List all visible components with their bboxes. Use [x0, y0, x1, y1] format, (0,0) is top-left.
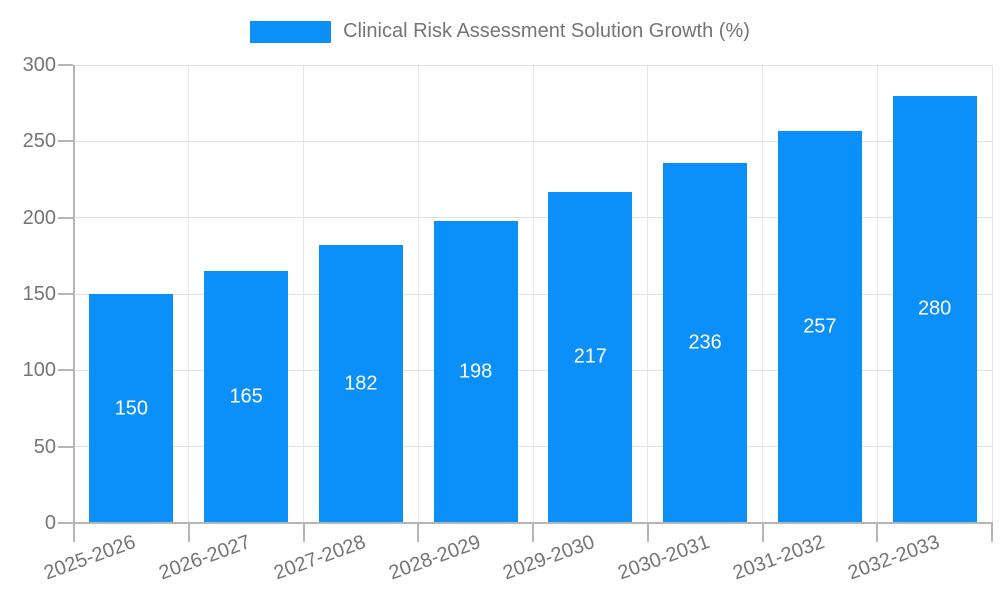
- x-axis-tick: [187, 524, 190, 542]
- y-axis-tick: [58, 522, 73, 524]
- x-axis-tick-label: 2029-2030: [500, 531, 598, 585]
- x-axis-tick: [876, 524, 879, 542]
- gridline-vertical: [991, 65, 993, 523]
- gridline-vertical: [417, 65, 419, 523]
- bar-value-label: 217: [573, 345, 608, 368]
- x-axis-tick: [302, 524, 305, 542]
- x-axis-tick: [761, 524, 764, 542]
- bar-value-label: 150: [114, 397, 149, 419]
- gridline-vertical: [876, 65, 878, 523]
- x-axis-tick: [646, 524, 649, 542]
- x-axis-tick: [532, 524, 534, 542]
- x-axis-tick-label: 2025-2026: [41, 531, 139, 585]
- x-axis-tick: [991, 524, 993, 542]
- x-axis-tick-label: 2032-2033: [844, 531, 943, 585]
- bar: [777, 130, 862, 523]
- bar-value-label: 198: [458, 360, 493, 383]
- bar: [433, 220, 518, 523]
- bar: [318, 245, 403, 523]
- gridline-vertical: [188, 65, 190, 523]
- bar: [663, 162, 748, 523]
- y-axis-tick: [58, 64, 73, 66]
- x-axis-line: [73, 522, 993, 524]
- x-axis-tick-label: 2027-2028: [270, 531, 369, 585]
- chart-legend: Clinical Risk Assessment Solution Growth…: [0, 20, 1000, 43]
- y-axis-line: [73, 65, 75, 525]
- y-axis-tick-label: 0: [44, 512, 56, 534]
- y-axis-tick: [58, 293, 73, 295]
- y-axis-tick-label: 200: [22, 206, 56, 229]
- y-axis-tick-label: 300: [22, 54, 56, 76]
- gridline-vertical: [303, 65, 304, 523]
- bar-value-label: 236: [688, 331, 722, 354]
- y-axis-tick: [58, 216, 73, 219]
- bar-value-label: 182: [344, 372, 378, 395]
- legend-swatch: [250, 20, 332, 43]
- bar: [204, 271, 289, 523]
- bar-value-label: 280: [917, 297, 952, 320]
- y-axis-tick-label: 100: [22, 359, 56, 382]
- bar-value-label: 257: [803, 315, 837, 338]
- y-axis-tick-label: 250: [22, 130, 56, 153]
- x-axis-tick: [73, 524, 75, 542]
- bar-value-label: 165: [229, 385, 263, 408]
- bar: [892, 95, 977, 523]
- y-axis-tick: [58, 140, 73, 143]
- y-axis-tick: [58, 369, 73, 372]
- gridline-vertical: [762, 65, 763, 523]
- x-axis-tick-label: 2030-2031: [615, 531, 713, 585]
- y-axis-tick-label: 50: [33, 435, 56, 458]
- x-axis-tick: [417, 524, 420, 542]
- plot-area: 150 165 182 198 217 236 257 280: [74, 64, 993, 523]
- gridline-vertical: [532, 65, 534, 523]
- x-axis-tick-label: 2028-2029: [385, 531, 484, 585]
- x-axis-tick-label: 2031-2032: [729, 531, 828, 585]
- legend-label: Clinical Risk Assessment Solution Growth…: [343, 20, 750, 42]
- x-axis-tick-label: 2026-2027: [156, 531, 254, 585]
- gridline-vertical: [647, 65, 649, 523]
- bar: [548, 191, 633, 523]
- y-axis-tick: [58, 445, 73, 448]
- y-axis-tick-label: 150: [22, 283, 56, 305]
- bar: [89, 294, 174, 523]
